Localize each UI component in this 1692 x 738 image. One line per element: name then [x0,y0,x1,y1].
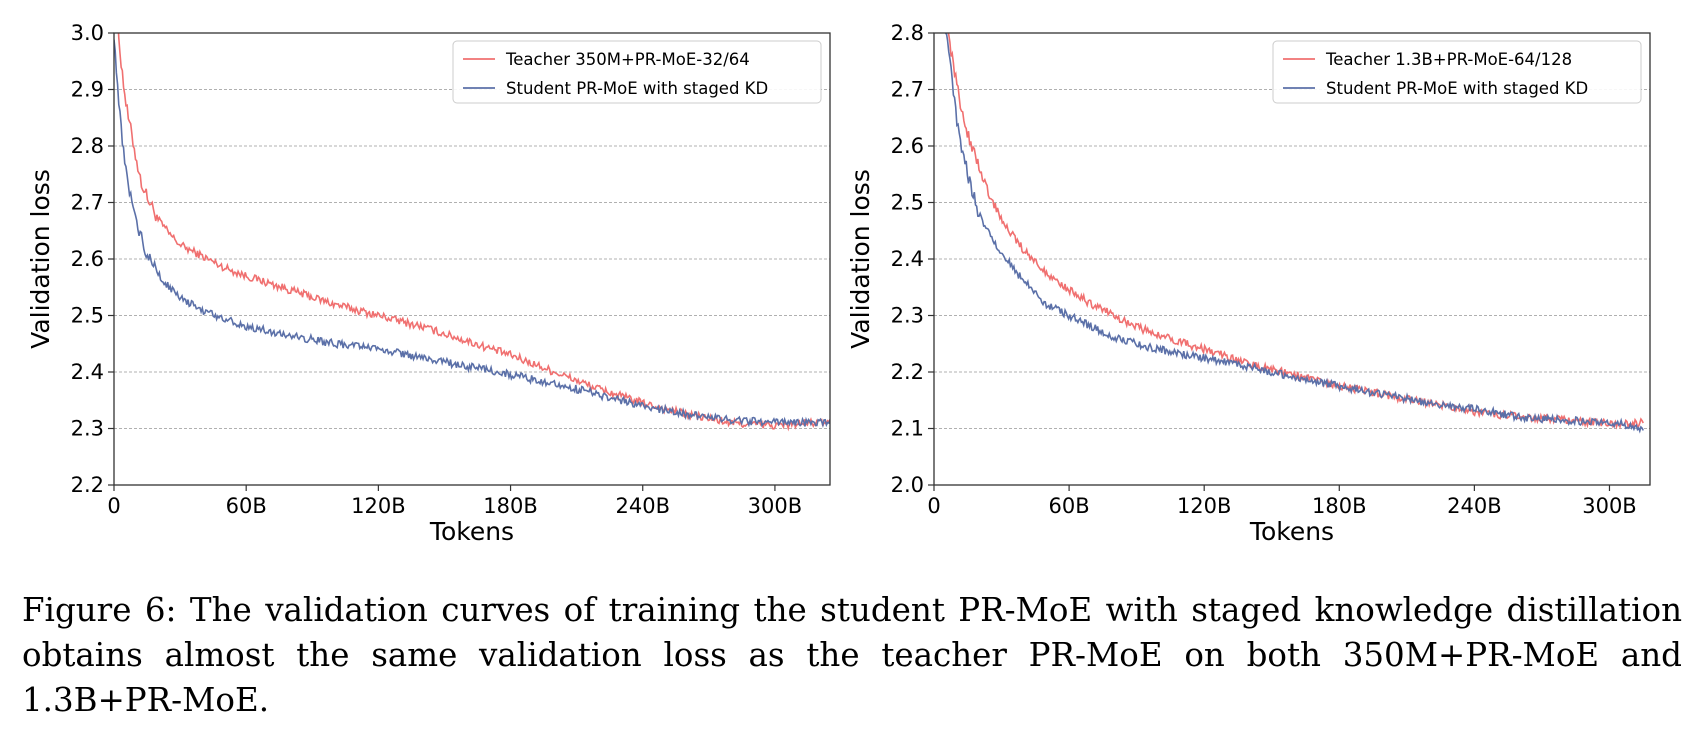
x-tick-label: 180B [483,494,538,518]
y-tick-label: 2.7 [71,191,104,215]
legend-box [452,40,822,104]
series-line-2 [944,33,1644,434]
legend-label: Student PR-MoE with staged KD [1326,79,1588,98]
figure-canvas: 2.22.32.42.52.62.72.82.93.00 60B 120B 180B 2… [26,21,1651,546]
figure: 2.2 2.3 2.4 2.5 2.6 2.7 2.8 2.9 3.0 0 60B 120B 180B 2… [26,21,1651,546]
x-axis-title: Tokens [429,517,514,546]
chart-panel-2: 2.0 2.1 2.2 2.3 2.4 2.5 2.6 2.7 2.8 0 60B 120B 180B 2… [846,21,1651,546]
x-axis-title: Tokens [1249,517,1334,546]
y-tick-label: 2.4 [71,360,104,384]
y-axis-title: Validation loss [26,169,55,349]
y-tick-label: 2.2 [891,360,924,384]
y-tick-label: 2.6 [71,247,104,271]
y-tick-label: 2.7 [891,78,924,102]
x-tick-label: 0 [927,494,940,518]
y-tick-label: 2.8 [891,21,924,45]
y-tick-label: 2.5 [891,191,924,215]
legend: Teacher 350M+PR-MoE-32/64 Student PR-MoE … [452,40,822,104]
x-tick-label: 240B [1447,494,1502,518]
y-tick-label: 2.6 [891,134,924,158]
x-tick-label: 120B [1177,494,1232,518]
x-tick-label: 300B [748,494,803,518]
legend: Teacher 1.3B+PR-MoE-64/128 Student PR-MoE… [1272,40,1642,104]
legend-box [1272,40,1642,104]
legend-label: Teacher 350M+PR-MoE-32/64 [505,50,750,69]
x-tick-label: 240B [615,494,670,518]
y-tick-label: 2.4 [891,247,924,271]
y-tick-label: 2.0 [891,473,924,497]
figure-caption: Figure 6: The validation curves of train… [22,591,1682,719]
y-axis-title: Validation loss [846,169,875,349]
y-tick-label: 2.9 [71,78,104,102]
x-tick-label: 60B [226,494,267,518]
x-tick-label: 180B [1312,494,1367,518]
series-line-1 [117,33,830,432]
legend-label: Teacher 1.3B+PR-MoE-64/128 [1325,50,1572,69]
y-tick-label: 2.8 [71,134,104,158]
legend-label: Student PR-MoE with staged KD [506,79,768,98]
chart-panel-1: 2.2 2.3 2.4 2.5 2.6 2.7 2.8 2.9 3.0 0 60B 120B 180B 2… [26,21,831,546]
y-tick-label: 2.3 [71,417,104,441]
x-tick-label: 60B [1049,494,1090,518]
series-line-2 [114,39,830,429]
x-tick-label: 120B [351,494,406,518]
x-tick-label: 0 [107,494,120,518]
x-tick-label: 300B [1582,494,1637,518]
y-tick-label: 3.0 [71,21,104,45]
y-tick-label: 2.3 [891,304,924,328]
y-tick-label: 2.1 [891,417,924,441]
y-tick-label: 2.2 [71,473,104,497]
y-tick-label: 2.5 [71,304,104,328]
